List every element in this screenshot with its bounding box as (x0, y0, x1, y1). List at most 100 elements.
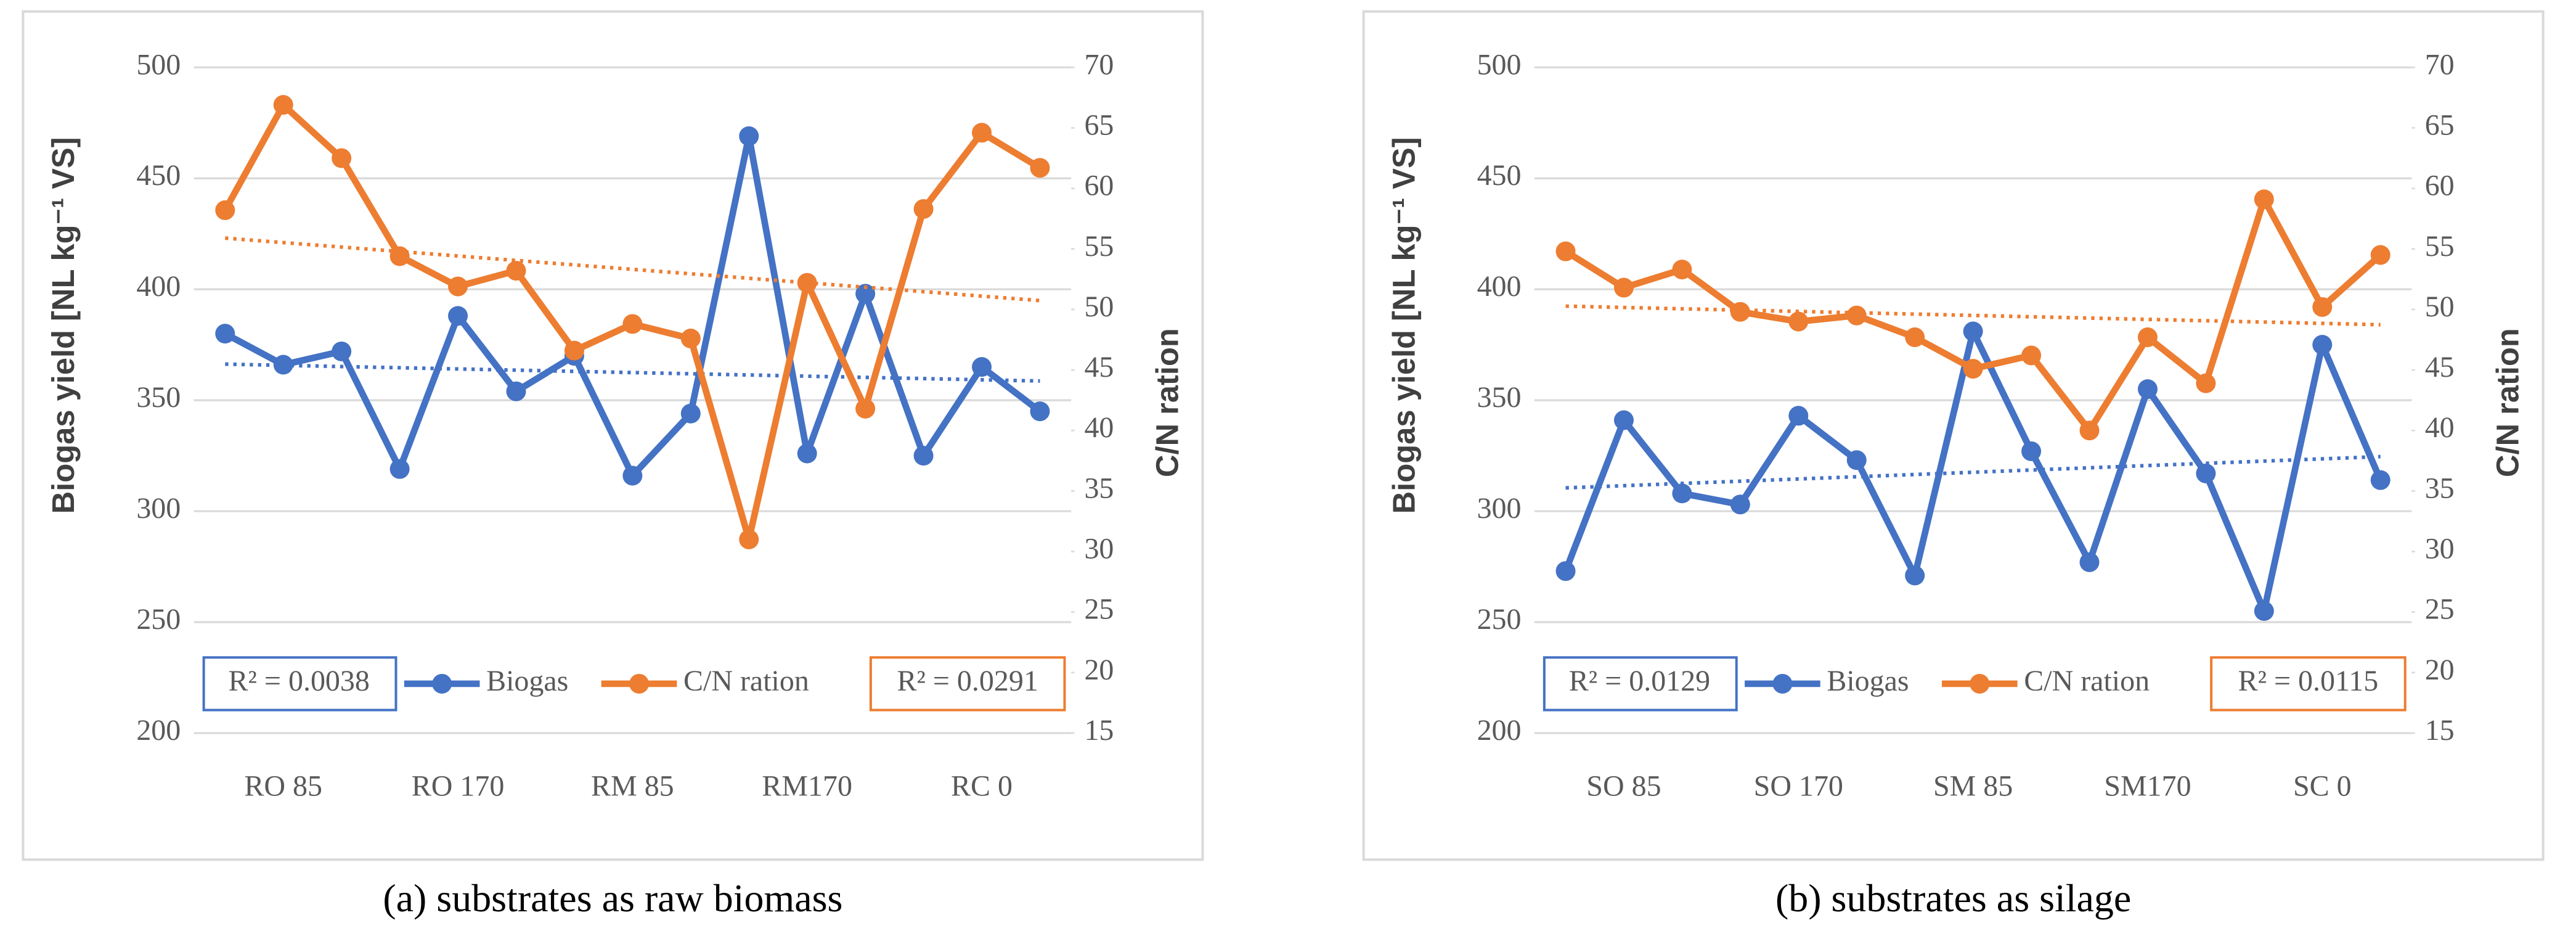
data-point (215, 200, 235, 220)
data-point (273, 355, 293, 375)
data-point (1555, 241, 1576, 261)
trend-label-box (1543, 656, 1738, 712)
y-tick-label: 400 (136, 270, 181, 303)
data-point (1846, 305, 1867, 326)
data-point (1613, 410, 1634, 430)
data-point (855, 284, 876, 304)
legend-marker (432, 673, 452, 694)
y-tick-label: 450 (1477, 159, 1522, 192)
x-tick-label: RM 85 (591, 770, 674, 803)
trend-label: R² = 0.0038 (229, 665, 370, 697)
data-point (680, 329, 701, 348)
y-tick-label: 400 (1477, 270, 1522, 303)
y2-tick-label: 20 (1084, 654, 1114, 686)
data-point (2137, 379, 2158, 400)
data-point (1030, 401, 1050, 422)
y2-tick-label: 35 (1084, 472, 1114, 504)
data-point (1963, 359, 1983, 379)
data-point (797, 273, 817, 293)
y-tick-label: 200 (1477, 714, 1522, 747)
legend-marker (1772, 673, 1793, 694)
y2-tick-label: 30 (1084, 532, 1114, 565)
y2-tick-label: 70 (1084, 48, 1114, 81)
trend-label-box (869, 656, 1066, 712)
x-tick-label: SO 85 (1586, 770, 1661, 803)
y2-tick-label: 15 (2425, 714, 2455, 747)
y2-axis-title: C/N ration (2490, 328, 2525, 477)
data-point (1788, 406, 1809, 426)
data-point (680, 403, 701, 424)
data-point (913, 199, 934, 219)
caption: (a) substrates as raw biomass (383, 876, 842, 920)
y-tick-label: 350 (1477, 381, 1522, 414)
x-tick-label: RC 0 (951, 770, 1013, 803)
legend-label: Biogas (486, 665, 568, 697)
data-point (273, 95, 293, 115)
data-point (1030, 158, 1050, 178)
y2-tick-label: 50 (2425, 290, 2455, 323)
data-point (2137, 327, 2158, 348)
data-point (1905, 565, 1925, 586)
y2-tick-label: 15 (1084, 714, 1114, 747)
x-tick-label: SM170 (2104, 770, 2191, 803)
data-point (2196, 373, 2216, 393)
trend-label-box (2210, 656, 2407, 712)
y2-axis-title: C/N ration (1149, 328, 1184, 477)
data-point (2079, 421, 2100, 441)
data-point (389, 459, 410, 479)
legend-marker (1970, 673, 1990, 694)
data-point (622, 314, 643, 334)
data-point (739, 529, 759, 549)
data-point (2312, 335, 2333, 355)
y2-tick-label: 55 (1084, 230, 1114, 263)
data-point (2370, 470, 2391, 490)
data-point (332, 148, 352, 168)
data-point (448, 306, 468, 326)
x-tick-label: SM 85 (1933, 770, 2013, 803)
y-tick-label: 300 (136, 492, 181, 525)
y2-tick-label: 60 (2425, 170, 2455, 202)
trend-label-box (202, 656, 397, 712)
y2-tick-label: 65 (2425, 109, 2455, 141)
y2-tick-label: 65 (1084, 109, 1114, 141)
data-point (215, 324, 235, 344)
data-point (1905, 327, 1925, 348)
y2-tick-label: 45 (1084, 351, 1114, 384)
data-point (389, 246, 410, 266)
data-point (2254, 189, 2274, 210)
data-point (1846, 450, 1867, 470)
data-point (2370, 245, 2391, 265)
data-point (506, 261, 526, 281)
data-point (913, 446, 934, 466)
trend-label: R² = 0.0291 (897, 665, 1038, 697)
y2-tick-label: 45 (2425, 351, 2455, 384)
y-tick-label: 450 (136, 159, 181, 192)
caption: (b) substrates as silage (1775, 876, 2131, 920)
y-tick-label: 250 (1477, 603, 1522, 636)
data-point (1788, 311, 1809, 332)
data-point (2196, 463, 2216, 483)
data-point (2021, 441, 2042, 461)
y-tick-label: 350 (136, 381, 181, 414)
y2-tick-label: 70 (2425, 48, 2455, 81)
y2-tick-label: 25 (2425, 593, 2455, 626)
data-point (1672, 483, 1692, 504)
y-tick-label: 250 (136, 603, 181, 636)
data-point (2079, 552, 2100, 572)
trend-label: R² = 0.0115 (2238, 665, 2379, 697)
y2-tick-label: 40 (1084, 411, 1114, 444)
data-point (972, 123, 992, 143)
x-tick-label: SC 0 (2293, 770, 2352, 803)
data-point (564, 340, 584, 361)
data-point (1963, 321, 1983, 342)
y2-tick-label: 30 (2425, 532, 2455, 565)
chart-frame (1362, 10, 2545, 861)
data-point (506, 381, 526, 401)
data-point (1730, 302, 1750, 322)
x-tick-label: RO 85 (244, 770, 322, 803)
data-point (855, 398, 876, 419)
x-tick-label: RO 170 (412, 770, 505, 803)
data-point (1730, 494, 1750, 515)
y-tick-label: 200 (136, 714, 181, 747)
